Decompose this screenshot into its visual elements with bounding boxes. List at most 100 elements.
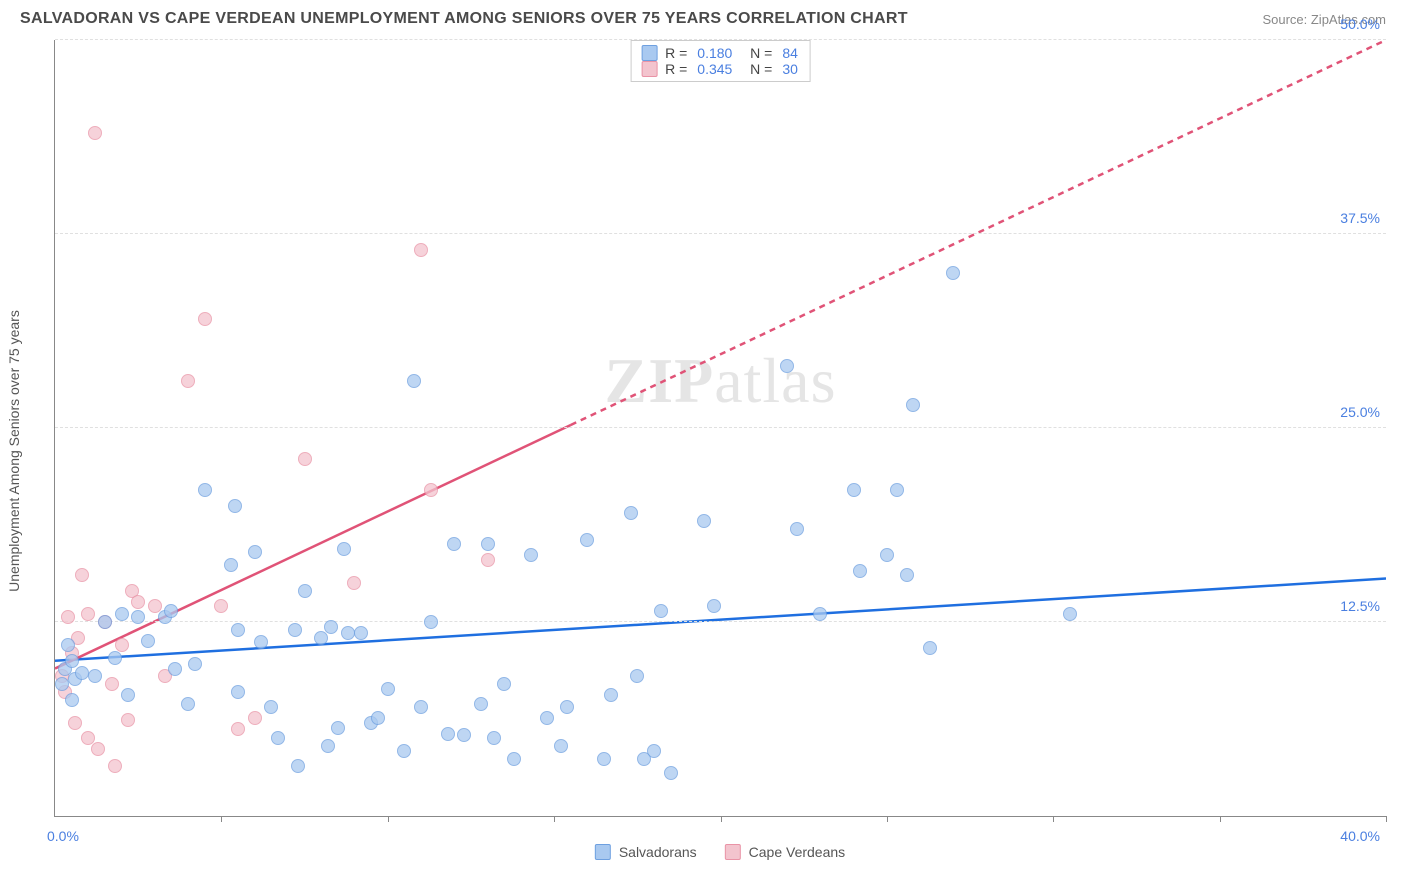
scatter-point-a	[481, 537, 495, 551]
swatch-capeverdeans	[725, 844, 741, 860]
scatter-point-a	[540, 711, 554, 725]
x-origin-label: 0.0%	[47, 828, 79, 844]
scatter-point-a	[497, 677, 511, 691]
scatter-point-a	[847, 483, 861, 497]
chart-area: Unemployment Among Seniors over 75 years…	[54, 40, 1386, 862]
scatter-point-a	[168, 662, 182, 676]
scatter-point-a	[164, 604, 178, 618]
scatter-point-a	[407, 374, 421, 388]
scatter-point-a	[507, 752, 521, 766]
scatter-point-a	[414, 700, 428, 714]
scatter-point-a	[397, 744, 411, 758]
scatter-point-a	[228, 499, 242, 513]
scatter-point-a	[424, 615, 438, 629]
watermark: ZIPatlas	[605, 344, 837, 418]
scatter-point-b	[75, 568, 89, 582]
scatter-point-b	[81, 607, 95, 621]
r-label: R =	[665, 45, 687, 61]
scatter-point-a	[780, 359, 794, 373]
scatter-point-a	[65, 693, 79, 707]
scatter-point-b	[414, 243, 428, 257]
scatter-point-b	[214, 599, 228, 613]
scatter-point-b	[61, 610, 75, 624]
scatter-point-a	[647, 744, 661, 758]
scatter-point-a	[890, 483, 904, 497]
swatch-capeverdeans	[641, 61, 657, 77]
legend-label-b: Cape Verdeans	[749, 844, 846, 860]
legend: Salvadorans Cape Verdeans	[595, 844, 845, 860]
y-tick-label: 50.0%	[1340, 16, 1380, 32]
legend-label-a: Salvadorans	[619, 844, 697, 860]
scatter-point-a	[65, 654, 79, 668]
scatter-point-a	[188, 657, 202, 671]
scatter-point-a	[75, 666, 89, 680]
scatter-point-a	[524, 548, 538, 562]
x-tick	[1220, 816, 1221, 822]
scatter-point-a	[457, 728, 471, 742]
n-label: N =	[742, 61, 772, 77]
y-tick-label: 12.5%	[1340, 598, 1380, 614]
x-tick	[1386, 816, 1387, 822]
header: SALVADORAN VS CAPE VERDEAN UNEMPLOYMENT …	[0, 0, 1406, 34]
scatter-point-a	[560, 700, 574, 714]
y-axis-title: Unemployment Among Seniors over 75 years	[6, 310, 22, 592]
watermark-prefix: ZIP	[605, 345, 715, 416]
n-value-b: 30	[780, 61, 800, 77]
swatch-salvadorans	[595, 844, 611, 860]
scatter-point-a	[198, 483, 212, 497]
trend-lines	[55, 40, 1386, 816]
scatter-point-a	[697, 514, 711, 528]
scatter-point-a	[341, 626, 355, 640]
swatch-salvadorans	[641, 45, 657, 61]
scatter-point-a	[298, 584, 312, 598]
scatter-point-a	[597, 752, 611, 766]
scatter-point-a	[474, 697, 488, 711]
stats-row-b: R = 0.345 N = 30	[641, 61, 800, 77]
scatter-point-b	[181, 374, 195, 388]
plot-region: ZIPatlas R = 0.180 N = 84 R = 0.345 N = …	[54, 40, 1386, 817]
legend-item-b: Cape Verdeans	[725, 844, 846, 860]
scatter-point-b	[347, 576, 361, 590]
scatter-point-a	[55, 677, 69, 691]
scatter-point-b	[248, 711, 262, 725]
scatter-point-b	[88, 126, 102, 140]
y-tick-label: 25.0%	[1340, 404, 1380, 420]
scatter-point-a	[447, 537, 461, 551]
scatter-point-a	[371, 711, 385, 725]
scatter-point-a	[707, 599, 721, 613]
r-label: R =	[665, 61, 687, 77]
watermark-suffix: atlas	[714, 345, 836, 416]
x-max-label: 40.0%	[1340, 828, 1380, 844]
scatter-point-a	[900, 568, 914, 582]
scatter-point-b	[91, 742, 105, 756]
scatter-point-a	[131, 610, 145, 624]
y-tick-label: 37.5%	[1340, 210, 1380, 226]
scatter-point-b	[298, 452, 312, 466]
gridline	[55, 621, 1386, 622]
scatter-point-a	[853, 564, 867, 578]
gridline	[55, 39, 1386, 40]
scatter-point-a	[381, 682, 395, 696]
scatter-point-a	[321, 739, 335, 753]
scatter-point-a	[487, 731, 501, 745]
scatter-point-a	[630, 669, 644, 683]
scatter-point-a	[654, 604, 668, 618]
scatter-point-a	[324, 620, 338, 634]
scatter-point-b	[198, 312, 212, 326]
scatter-point-a	[880, 548, 894, 562]
r-value-b: 0.345	[695, 61, 734, 77]
scatter-point-a	[813, 607, 827, 621]
scatter-point-a	[1063, 607, 1077, 621]
scatter-point-a	[115, 607, 129, 621]
scatter-point-a	[291, 759, 305, 773]
scatter-point-a	[248, 545, 262, 559]
n-value-a: 84	[780, 45, 800, 61]
r-value-a: 0.180	[695, 45, 734, 61]
scatter-point-a	[88, 669, 102, 683]
scatter-point-a	[604, 688, 618, 702]
n-label: N =	[742, 45, 772, 61]
scatter-point-a	[231, 685, 245, 699]
scatter-point-a	[288, 623, 302, 637]
scatter-point-a	[98, 615, 112, 629]
scatter-point-b	[68, 716, 82, 730]
